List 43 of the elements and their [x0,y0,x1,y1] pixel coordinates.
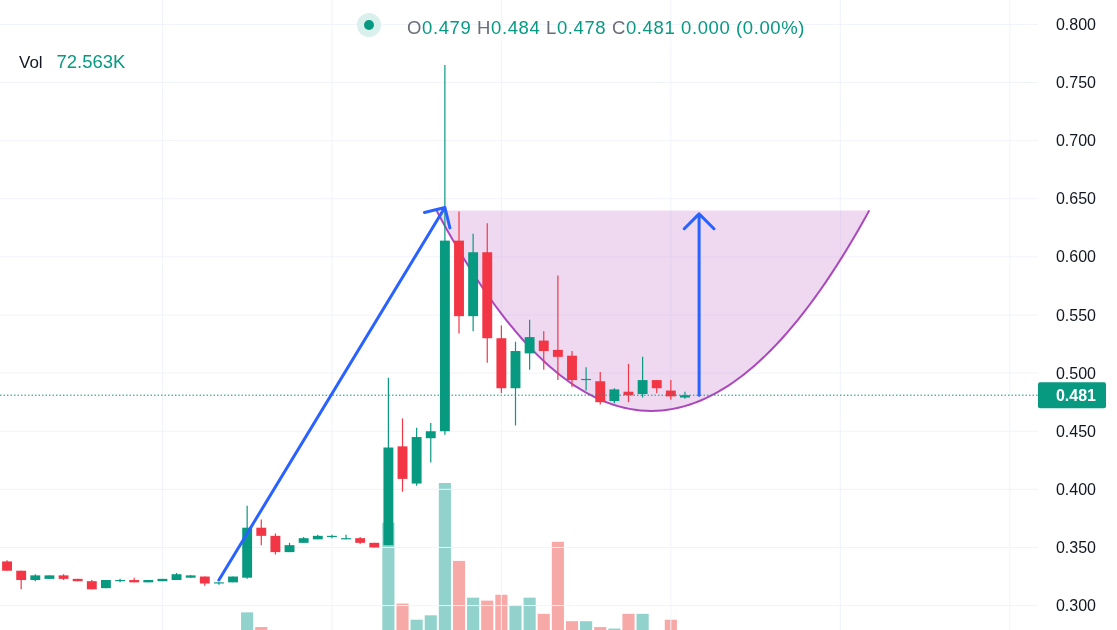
y-tick-label: 0.400 [1055,480,1097,498]
bar [241,612,254,630]
y-tick-label: 0.350 [1055,538,1097,556]
candlestick [326,534,337,539]
bar [551,541,564,630]
y-tick-label: 0.450 [1055,422,1097,440]
y-tick-label: 0.550 [1055,306,1097,324]
bar [396,603,409,630]
chart-title: Vol [19,53,43,72]
candlestick [538,330,549,371]
y-tick-label: 0.650 [1055,190,1097,208]
bar [565,621,579,630]
annotation: O0.479 H0.484 L0.478 C0.481 0.000 (0.00%) [407,17,806,38]
y-tick-label: 0.300 [1055,597,1097,615]
y-tick-label: 0.800 [1055,15,1097,33]
bar [636,613,649,630]
bar [481,600,494,630]
bar [580,621,593,630]
candlestick [552,274,563,381]
bar [255,627,268,630]
bar [622,613,635,630]
candlestick [524,319,535,371]
y-tick-label: 0.600 [1055,248,1097,266]
y-tick-label: 0.500 [1055,364,1097,382]
bar [509,605,522,630]
candlestick [595,371,606,406]
bar [424,615,437,630]
bar [467,597,480,630]
candlestick [425,422,436,464]
bar [594,627,607,630]
bar [410,619,423,630]
bar [452,560,466,630]
candlestick [341,534,351,540]
ref-line-label: 0.481 [1055,386,1097,404]
bar [523,597,536,630]
y-tick-label: 0.700 [1055,132,1097,150]
annotation: 72.563K [56,51,127,72]
y-tick-label: 0.750 [1055,74,1097,92]
candlestick [270,532,281,556]
bar [438,483,451,630]
candlestick [256,518,267,546]
bar [537,613,550,630]
candlestick [581,366,592,392]
